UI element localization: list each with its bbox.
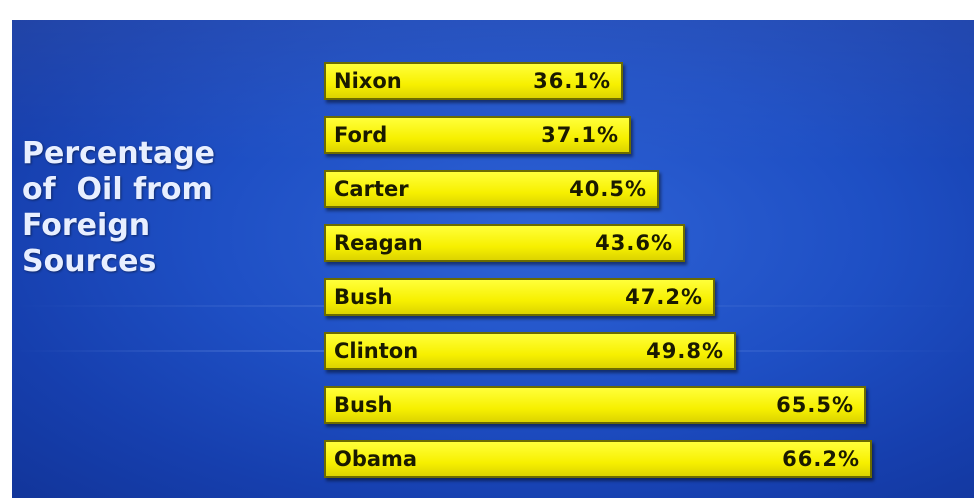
bar-label: Bush — [334, 393, 393, 417]
bar-value-label: 37.1% — [541, 123, 619, 147]
bar: Reagan 43.6% — [324, 224, 685, 262]
bar: Carter 40.5% — [324, 170, 659, 208]
bar-label: Reagan — [334, 231, 423, 255]
bar-label: Clinton — [334, 339, 419, 363]
chart-title-line: Percentage — [22, 136, 216, 171]
bar: Bush 47.2% — [324, 278, 715, 316]
bar: Ford 37.1% — [324, 116, 631, 154]
bar-label: Bush — [334, 285, 393, 309]
bar-value-label: 49.8% — [646, 339, 724, 363]
bar-value-label: 47.2% — [625, 285, 703, 309]
chart-title: Percentage of Oil from Foreign Sources — [22, 136, 282, 280]
bar-value-label: 43.6% — [595, 231, 673, 255]
bar-value-label: 65.5% — [776, 393, 854, 417]
bar: Bush 65.5% — [324, 386, 866, 424]
bar: Nixon 36.1% — [324, 62, 623, 100]
bar-label: Carter — [334, 177, 409, 201]
bar: Obama 66.2% — [324, 440, 872, 478]
bar-value-label: 40.5% — [569, 177, 647, 201]
bar-value-label: 66.2% — [782, 447, 860, 471]
bar-label: Ford — [334, 123, 388, 147]
bar-label: Nixon — [334, 69, 402, 93]
bar-label: Obama — [334, 447, 418, 471]
chart-title-line: Sources — [22, 244, 157, 279]
bar: Clinton 49.8% — [324, 332, 736, 370]
chart-title-line: of Oil from — [22, 172, 213, 207]
bar-value-label: 36.1% — [533, 69, 611, 93]
chart-title-line: Foreign — [22, 208, 151, 243]
